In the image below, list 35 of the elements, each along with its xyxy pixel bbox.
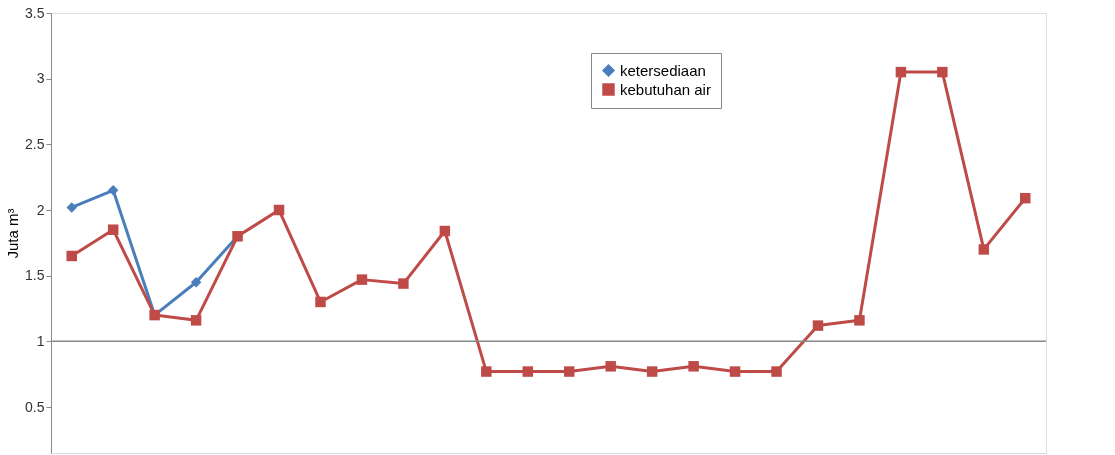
point bbox=[66, 202, 77, 213]
y-axis-title: Juta m³ bbox=[4, 208, 22, 259]
point bbox=[854, 315, 865, 326]
point bbox=[439, 225, 451, 237]
point bbox=[563, 366, 575, 377]
point bbox=[646, 366, 658, 377]
y-tick-label: 1 bbox=[36, 332, 45, 349]
legend-label: ketersediaan bbox=[620, 61, 706, 79]
point bbox=[107, 185, 119, 196]
point bbox=[605, 361, 616, 372]
point bbox=[729, 366, 741, 377]
point bbox=[895, 66, 907, 78]
y-tick-label: 1.5 bbox=[25, 267, 45, 284]
legend-label: kebutuhan air bbox=[620, 80, 711, 98]
point bbox=[481, 366, 492, 377]
point bbox=[107, 224, 119, 235]
point bbox=[398, 278, 409, 289]
point bbox=[937, 66, 948, 78]
point bbox=[190, 315, 202, 326]
point bbox=[1020, 192, 1031, 204]
point bbox=[771, 366, 782, 377]
point bbox=[688, 361, 699, 372]
point bbox=[315, 296, 326, 308]
y-tick-label: 2 bbox=[36, 201, 45, 218]
y-tick-label: 0.5 bbox=[25, 398, 45, 415]
y-tick-label: 2.5 bbox=[25, 135, 45, 152]
point bbox=[190, 277, 202, 288]
point bbox=[812, 320, 824, 331]
point bbox=[522, 366, 534, 377]
point bbox=[66, 250, 77, 262]
point bbox=[356, 274, 368, 285]
y-tick-label: 3 bbox=[36, 70, 45, 87]
point bbox=[978, 244, 990, 255]
point bbox=[273, 204, 285, 216]
y-tick-label: 3.5 bbox=[25, 4, 45, 21]
